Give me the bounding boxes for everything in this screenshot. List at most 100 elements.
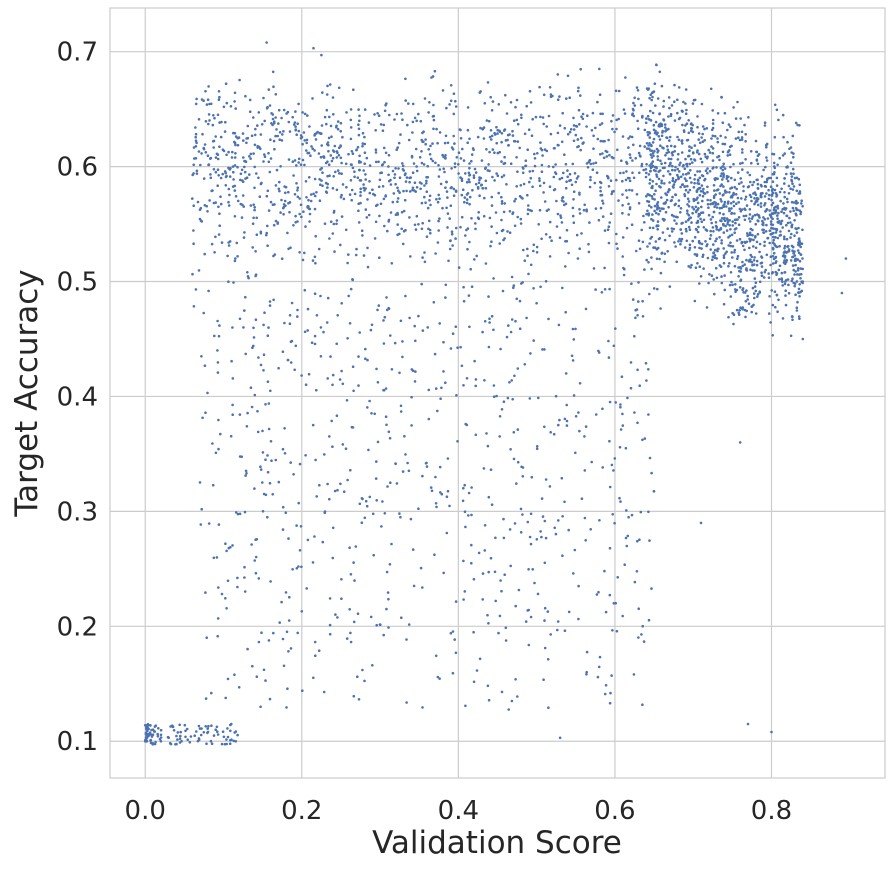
scatter-point bbox=[512, 284, 516, 287]
scatter-point bbox=[701, 199, 704, 203]
scatter-point bbox=[357, 123, 360, 126]
scatter-point bbox=[328, 174, 331, 177]
scatter-point bbox=[289, 647, 293, 650]
scatter-point bbox=[379, 623, 382, 626]
scatter-point bbox=[741, 161, 744, 165]
scatter-point bbox=[243, 170, 247, 174]
scatter-point bbox=[729, 271, 733, 274]
scatter-point bbox=[266, 244, 269, 247]
scatter-point bbox=[773, 165, 776, 168]
scatter-point bbox=[431, 159, 435, 163]
scatter-point bbox=[548, 185, 552, 188]
scatter-point bbox=[411, 369, 415, 373]
scatter-point bbox=[337, 154, 341, 157]
scatter-point bbox=[437, 229, 441, 232]
scatter-point bbox=[540, 170, 544, 173]
scatter-point bbox=[768, 241, 771, 245]
scatter-point bbox=[295, 524, 298, 527]
scatter-point bbox=[577, 86, 580, 90]
scatter-point bbox=[616, 148, 619, 152]
scatter-point bbox=[638, 154, 642, 157]
scatter-point bbox=[214, 170, 218, 174]
scatter-point bbox=[297, 161, 301, 164]
scatter-point bbox=[403, 434, 406, 438]
x-tick-label: 0.8 bbox=[751, 796, 792, 826]
scatter-point bbox=[251, 222, 255, 225]
scatter-point bbox=[734, 290, 737, 294]
scatter-point bbox=[295, 164, 298, 167]
scatter-point bbox=[607, 176, 610, 180]
scatter-point bbox=[268, 697, 272, 701]
scatter-point bbox=[612, 189, 615, 193]
scatter-point bbox=[213, 251, 216, 254]
scatter-point bbox=[762, 168, 765, 172]
scatter-point bbox=[789, 187, 792, 190]
scatter-point bbox=[292, 174, 295, 177]
scatter-point bbox=[532, 243, 536, 247]
scatter-point bbox=[450, 146, 454, 149]
scatter-point bbox=[195, 169, 199, 173]
scatter-point bbox=[504, 639, 508, 642]
scatter-point bbox=[687, 265, 690, 268]
scatter-point bbox=[689, 157, 693, 161]
scatter-point bbox=[667, 170, 670, 173]
scatter-point bbox=[490, 195, 494, 199]
scatter-point bbox=[715, 166, 718, 169]
scatter-point bbox=[259, 133, 263, 136]
scatter-point bbox=[259, 465, 262, 469]
scatter-point bbox=[319, 326, 323, 329]
scatter-point bbox=[527, 643, 531, 647]
scatter-point bbox=[259, 147, 262, 151]
scatter-point bbox=[722, 224, 725, 227]
scatter-point bbox=[528, 170, 532, 173]
scatter-point bbox=[405, 701, 408, 704]
scatter-point bbox=[607, 185, 611, 188]
scatter-point bbox=[384, 151, 388, 155]
scatter-point bbox=[355, 148, 358, 152]
scatter-point bbox=[451, 332, 455, 336]
scatter-point bbox=[456, 346, 459, 350]
scatter-point bbox=[518, 299, 522, 303]
scatter-point bbox=[655, 182, 658, 186]
scatter-point bbox=[600, 193, 604, 197]
scatter-point bbox=[450, 167, 453, 170]
scatter-point bbox=[482, 467, 486, 470]
scatter-point bbox=[469, 267, 473, 271]
scatter-point bbox=[771, 262, 775, 265]
scatter-point bbox=[503, 128, 507, 131]
scatter-point bbox=[575, 233, 579, 237]
scatter-point bbox=[191, 197, 194, 200]
scatter-point bbox=[464, 234, 467, 237]
scatter-point bbox=[448, 247, 452, 251]
scatter-point bbox=[552, 175, 556, 179]
scatter-point bbox=[706, 171, 709, 175]
scatter-point bbox=[349, 126, 353, 129]
scatter-point bbox=[315, 495, 319, 498]
scatter-point bbox=[306, 538, 310, 542]
scatter-point bbox=[467, 171, 471, 175]
scatter-point bbox=[364, 208, 368, 211]
scatter-point bbox=[750, 199, 753, 203]
scatter-point bbox=[744, 214, 748, 218]
scatter-point bbox=[545, 149, 549, 153]
scatter-point bbox=[483, 196, 486, 200]
scatter-point bbox=[644, 361, 648, 365]
scatter-point bbox=[713, 178, 717, 182]
scatter-point bbox=[508, 133, 511, 136]
scatter-point bbox=[658, 209, 662, 213]
scatter-point bbox=[492, 328, 495, 332]
scatter-point bbox=[712, 243, 715, 246]
scatter-point bbox=[740, 130, 744, 134]
scatter-point bbox=[660, 84, 664, 88]
scatter-point bbox=[798, 317, 801, 321]
scatter-point bbox=[243, 576, 246, 579]
scatter-point bbox=[407, 138, 411, 142]
scatter-point bbox=[558, 177, 562, 181]
scatter-point bbox=[637, 300, 640, 303]
scatter-point bbox=[725, 205, 728, 208]
scatter-point bbox=[528, 397, 532, 400]
scatter-point bbox=[211, 483, 215, 487]
scatter-point bbox=[567, 528, 570, 532]
scatter-point bbox=[608, 400, 612, 404]
scatter-point bbox=[623, 267, 626, 271]
